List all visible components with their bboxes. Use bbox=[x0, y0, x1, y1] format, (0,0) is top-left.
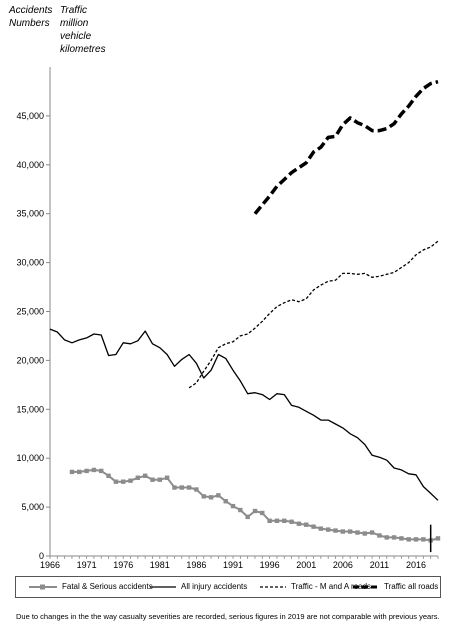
data-point bbox=[208, 495, 214, 500]
data-point bbox=[194, 487, 199, 492]
y-tick-label: 5,000 bbox=[21, 502, 44, 512]
data-point bbox=[347, 529, 353, 534]
x-tick-label: 2006 bbox=[333, 560, 353, 570]
data-point bbox=[230, 503, 236, 509]
legend-label: Fatal & Serious accidents bbox=[62, 582, 153, 591]
data-point bbox=[260, 510, 265, 516]
data-point bbox=[186, 485, 192, 490]
data-point bbox=[106, 473, 111, 479]
data-point bbox=[121, 479, 126, 484]
header-line: Numbers bbox=[9, 18, 50, 29]
data-point bbox=[282, 518, 287, 523]
x-tick-label: 1996 bbox=[260, 560, 280, 570]
data-point bbox=[318, 526, 324, 531]
y-tick-label: 25,000 bbox=[16, 307, 44, 317]
data-point bbox=[179, 485, 184, 490]
x-tick-label: 1976 bbox=[113, 560, 133, 570]
data-point bbox=[77, 469, 82, 475]
data-point bbox=[238, 507, 243, 513]
data-point bbox=[252, 508, 258, 514]
y-tick-label: 0 bbox=[39, 551, 44, 561]
legend-label: All injury accidents bbox=[181, 582, 248, 591]
data-point bbox=[340, 529, 346, 534]
header-line: million bbox=[60, 18, 89, 29]
legend-item-traffic-all: Traffic all roads bbox=[352, 582, 438, 591]
data-point bbox=[296, 521, 302, 526]
header-line: kilometres bbox=[60, 44, 106, 55]
footnote: Due to changes in the the way casualty s… bbox=[16, 612, 440, 621]
y-tick-label: 30,000 bbox=[16, 258, 44, 268]
data-point bbox=[84, 468, 89, 474]
data-point bbox=[355, 530, 360, 535]
series-line-traffic-all bbox=[253, 80, 439, 215]
x-tick-label: 1991 bbox=[223, 560, 243, 570]
header-line: Accidents bbox=[9, 5, 53, 16]
legend-swatch-traffic-all bbox=[353, 585, 379, 588]
data-point bbox=[406, 537, 411, 542]
legend-swatch-traffic-m-a bbox=[260, 585, 286, 588]
header-line: Traffic bbox=[60, 5, 88, 16]
legend-swatch-fatal-serious bbox=[29, 584, 57, 589]
data-point bbox=[369, 530, 375, 535]
data-point bbox=[289, 519, 294, 524]
legend-label: Traffic all roads bbox=[384, 582, 439, 591]
y-axis-header-traffic: Traffic million vehicle kilometres bbox=[60, 4, 106, 56]
legend-swatch-all-injury bbox=[150, 585, 176, 588]
data-point bbox=[391, 535, 397, 540]
data-point bbox=[421, 537, 426, 542]
legend-item-all-injury: All injury accidents bbox=[149, 582, 247, 591]
x-tick-label: 1966 bbox=[40, 560, 60, 570]
data-point bbox=[113, 479, 119, 484]
data-point bbox=[377, 533, 382, 538]
data-point bbox=[435, 536, 441, 541]
chart-legend: Fatal & Serious accidents All injury acc… bbox=[15, 576, 441, 598]
data-point bbox=[362, 531, 367, 536]
data-point bbox=[201, 494, 206, 499]
y-tick-label: 15,000 bbox=[16, 404, 44, 414]
series-line-traffic-m-a bbox=[188, 240, 439, 389]
header-line: vehicle bbox=[60, 31, 92, 42]
data-point bbox=[325, 527, 331, 532]
x-tick-label: 2016 bbox=[406, 560, 426, 570]
data-point bbox=[128, 478, 133, 483]
legend-item-traffic-m-a: Traffic - M and A roads bbox=[259, 582, 371, 591]
data-point bbox=[267, 518, 272, 523]
y-tick-label: 20,000 bbox=[16, 355, 44, 365]
data-point bbox=[91, 467, 97, 473]
data-point bbox=[413, 537, 419, 542]
data-point bbox=[274, 518, 280, 523]
legend-label: Traffic - M and A roads bbox=[291, 582, 372, 591]
x-tick-label: 1981 bbox=[150, 560, 170, 570]
data-point bbox=[311, 524, 316, 529]
data-point bbox=[384, 535, 389, 540]
line-chart: 0 5,000 10,000 15,000 20,000 25,000 30,000 35,0… bbox=[16, 67, 441, 570]
y-tick-label: 40,000 bbox=[16, 160, 44, 170]
data-point bbox=[399, 536, 404, 541]
data-point bbox=[157, 477, 163, 482]
legend-item-fatal-serious: Fatal & Serious accidents bbox=[28, 582, 153, 591]
y-tick-label: 45,000 bbox=[16, 111, 44, 121]
data-point bbox=[99, 468, 104, 474]
x-tick-label: 2011 bbox=[370, 560, 389, 570]
series-line-all-injury bbox=[49, 328, 439, 501]
x-tick-label: 2001 bbox=[296, 560, 316, 570]
data-point bbox=[135, 475, 141, 480]
data-point bbox=[245, 514, 250, 520]
data-point bbox=[69, 469, 75, 475]
x-tick-label: 1971 bbox=[77, 560, 97, 570]
y-tick-label: 35,000 bbox=[16, 209, 44, 219]
series-line-fatal-serious bbox=[72, 468, 439, 542]
data-point bbox=[164, 475, 170, 480]
data-point bbox=[304, 522, 309, 527]
y-axis-header-accidents: Accidents Numbers bbox=[9, 4, 52, 30]
data-point bbox=[172, 485, 177, 490]
data-point bbox=[333, 528, 338, 533]
y-tick-label: 10,000 bbox=[16, 453, 44, 463]
data-point bbox=[142, 473, 148, 479]
data-point bbox=[223, 499, 228, 504]
data-point bbox=[150, 477, 155, 482]
x-tick-label: 1986 bbox=[186, 560, 206, 570]
data-point bbox=[216, 493, 221, 498]
